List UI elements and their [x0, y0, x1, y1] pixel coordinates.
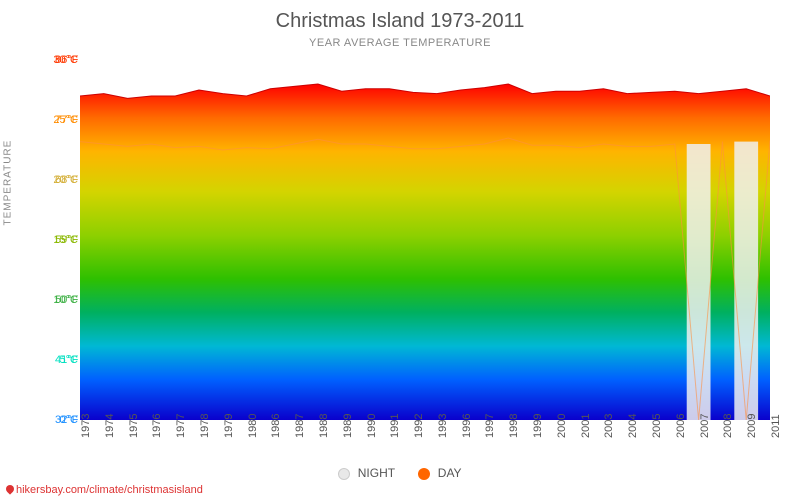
chart-title: Christmas Island 1973-2011	[0, 0, 800, 33]
chart-area	[80, 60, 770, 420]
x-tick: 1996	[461, 414, 473, 438]
x-tick: 1997	[484, 414, 496, 438]
y-tick-f: 50°F	[55, 294, 78, 306]
legend-day: DAY	[418, 466, 461, 480]
chart-svg	[80, 60, 770, 420]
x-tick: 2004	[627, 414, 639, 438]
x-tick: 1991	[389, 414, 401, 438]
x-tick: 2005	[651, 414, 663, 438]
y-tick-f: 32°F	[55, 414, 78, 426]
legend-night-label: NIGHT	[358, 466, 395, 480]
x-tick: 2001	[580, 414, 592, 438]
x-tick: 1998	[508, 414, 520, 438]
x-tick: 1993	[437, 414, 449, 438]
y-tick-f: 77°F	[55, 114, 78, 126]
y-tick-f: 41°F	[55, 354, 78, 366]
x-tick: 1974	[104, 414, 116, 438]
x-tick: 2003	[603, 414, 615, 438]
x-axis: 1973197419751976197719781979198019861987…	[80, 420, 770, 470]
y-tick-f: 59°F	[55, 234, 78, 246]
x-tick: 1977	[175, 414, 187, 438]
footer-text: hikersbay.com/climate/christmasisland	[16, 484, 203, 496]
x-tick: 2009	[746, 414, 758, 438]
x-tick: 1976	[151, 414, 163, 438]
legend-day-dot	[418, 468, 430, 480]
y-tick-f: 68°F	[55, 174, 78, 186]
x-tick: 1990	[366, 414, 378, 438]
x-tick: 2007	[699, 414, 711, 438]
x-tick: 1988	[318, 414, 330, 438]
x-tick: 1979	[223, 414, 235, 438]
x-tick: 2011	[770, 414, 782, 438]
y-tick-f: 86°F	[55, 54, 78, 66]
x-tick: 1987	[294, 414, 306, 438]
legend-night-dot	[338, 468, 350, 480]
x-tick: 2008	[722, 414, 734, 438]
x-tick: 1986	[270, 414, 282, 438]
x-tick: 1980	[247, 414, 259, 438]
x-tick: 1992	[413, 414, 425, 438]
x-tick: 1978	[199, 414, 211, 438]
x-tick: 1973	[80, 414, 92, 438]
x-tick: 1975	[128, 414, 140, 438]
chart-subtitle: YEAR AVERAGE TEMPERATURE	[0, 37, 800, 49]
legend: NIGHT DAY	[0, 466, 800, 480]
x-tick: 2000	[556, 414, 568, 438]
legend-day-label: DAY	[438, 466, 462, 480]
y-axis-label: TEMPERATURE	[3, 140, 14, 226]
pin-icon	[4, 483, 15, 494]
x-tick: 1999	[532, 414, 544, 438]
legend-night: NIGHT	[338, 466, 395, 480]
x-tick: 1989	[342, 414, 354, 438]
footer-attribution: hikersbay.com/climate/christmasisland	[6, 484, 203, 496]
x-tick: 2006	[675, 414, 687, 438]
